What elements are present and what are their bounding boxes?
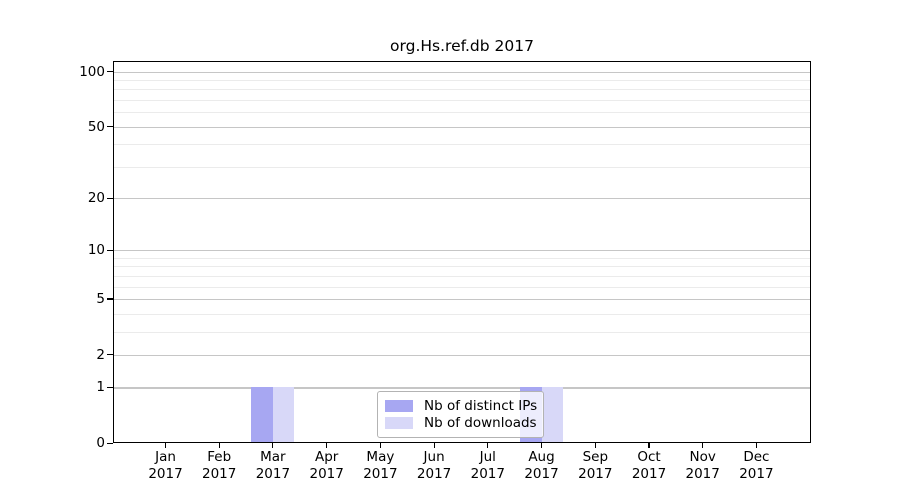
y-minor-gridline xyxy=(113,166,811,168)
y-tick-label: 2 xyxy=(96,346,105,363)
y-minor-gridline xyxy=(113,112,811,114)
x-tick-label: Feb 2017 xyxy=(202,449,237,482)
x-tick-mark xyxy=(487,443,489,448)
y-major-gridline xyxy=(113,71,811,73)
plot-bars xyxy=(113,61,811,444)
x-tick-mark xyxy=(326,443,328,448)
y-tick-label: 10 xyxy=(87,242,105,259)
x-tick-mark xyxy=(218,443,220,448)
chart-title: org.Hs.ref.db 2017 xyxy=(390,37,534,55)
y-minor-gridline xyxy=(113,331,811,333)
x-tick-label: Jul 2017 xyxy=(470,449,505,482)
y-tick-label: 100 xyxy=(79,63,105,80)
bar xyxy=(251,387,273,444)
legend-label: Nb of distinct IPs xyxy=(424,397,538,414)
legend-row: Nb of distinct IPs xyxy=(385,397,538,415)
legend-swatch xyxy=(385,399,413,412)
y-major-gridline xyxy=(113,354,811,356)
legend-row: Nb of downloads xyxy=(385,415,537,433)
x-tick-mark xyxy=(164,443,167,448)
y-tick-label: 0 xyxy=(96,435,105,452)
x-tick-label: Aug 2017 xyxy=(524,449,559,482)
y-major-gridline xyxy=(113,299,811,301)
legend-label: Nb of downloads xyxy=(424,415,537,432)
x-tick-label: Mar 2017 xyxy=(255,449,291,482)
y-tick-label: 1 xyxy=(96,379,105,396)
bar xyxy=(272,387,295,444)
x-tick-mark xyxy=(540,443,543,448)
y-minor-gridline xyxy=(113,257,811,259)
x-tick-mark xyxy=(379,443,381,448)
y-minor-gridline xyxy=(113,275,811,277)
x-tick-label: Apr 2017 xyxy=(309,449,344,482)
y-minor-gridline xyxy=(113,80,811,82)
x-tick-label: Sep 2017 xyxy=(578,449,613,482)
y-major-gridline xyxy=(113,387,811,389)
y-minor-gridline xyxy=(113,266,811,268)
x-tick-label: Jun 2017 xyxy=(416,449,452,482)
x-tick-mark xyxy=(755,443,757,448)
y-major-gridline xyxy=(113,126,811,128)
y-tick-label: 50 xyxy=(87,118,105,135)
y-tick-label: 5 xyxy=(96,291,105,307)
y-tick-label: 20 xyxy=(87,190,105,207)
x-tick-label: May 2017 xyxy=(363,449,398,482)
x-tick-label: Nov 2017 xyxy=(685,449,720,482)
bar xyxy=(541,387,563,444)
x-tick-label: Oct 2017 xyxy=(631,449,667,482)
x-tick-label: Jan 2017 xyxy=(148,449,183,482)
y-major-gridline xyxy=(113,198,811,200)
plot-gridlines xyxy=(113,60,811,444)
legend: Nb of distinct IPs Nb of downloads xyxy=(377,391,544,438)
y-minor-gridline xyxy=(113,286,811,288)
x-tick-label: Dec 2017 xyxy=(739,449,774,482)
y-minor-gridline xyxy=(113,144,811,146)
y-minor-gridline xyxy=(113,313,811,315)
y-minor-gridline xyxy=(113,89,811,91)
y-major-gridline xyxy=(113,250,811,252)
x-tick-mark xyxy=(433,443,435,448)
x-tick-mark xyxy=(272,443,274,448)
x-tick-mark xyxy=(702,443,704,448)
x-tick-mark xyxy=(594,443,596,448)
y-minor-gridline xyxy=(113,100,811,102)
legend-swatch xyxy=(385,417,413,430)
x-tick-mark xyxy=(648,443,650,448)
